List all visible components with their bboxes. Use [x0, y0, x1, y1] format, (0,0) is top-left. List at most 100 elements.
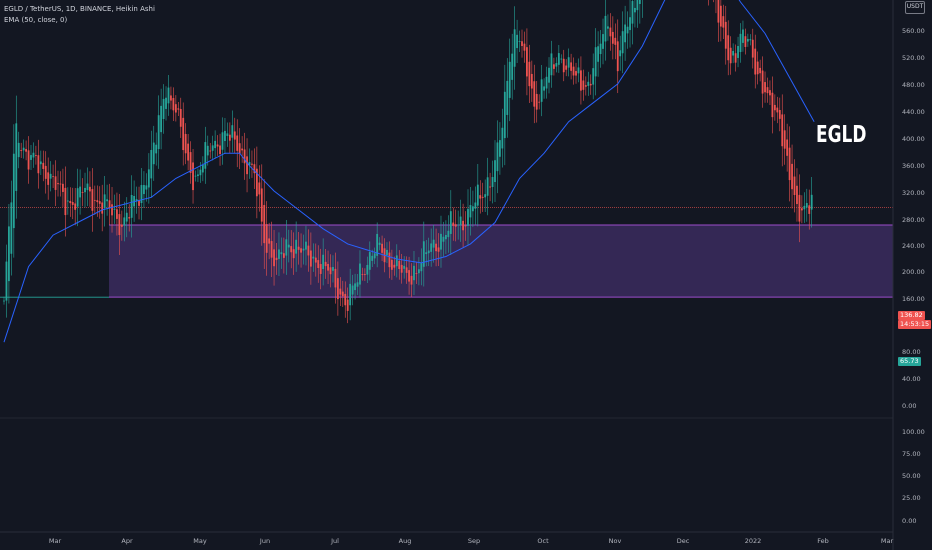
candle-body — [238, 143, 241, 154]
candle-body — [474, 202, 477, 209]
candle-body — [275, 257, 278, 261]
candle-body — [255, 168, 258, 197]
candles-layer — [3, 0, 813, 324]
candle-body — [417, 269, 420, 274]
candle-body — [216, 144, 219, 147]
support-zone[interactable] — [109, 225, 893, 298]
candle-body — [305, 241, 307, 250]
candle-body — [179, 108, 182, 127]
candle-body — [74, 203, 77, 210]
candle-body — [35, 155, 37, 156]
candle-body — [52, 176, 54, 178]
countdown-tag: 14:53:15 — [898, 320, 932, 329]
candle-body — [194, 175, 197, 177]
candle-body — [634, 7, 636, 13]
candle-body — [86, 183, 89, 191]
candle-body — [287, 244, 290, 248]
candle-body — [214, 140, 217, 149]
candle-body — [555, 63, 558, 67]
time-tick-label: Dec — [677, 537, 690, 545]
candle-body — [165, 97, 167, 109]
price-tick-label: 400.00 — [902, 135, 925, 143]
candle-body — [314, 257, 317, 263]
candle-body — [366, 264, 369, 275]
indicator-title[interactable]: EMA (50, close, 0) — [4, 16, 68, 24]
candle-body — [182, 117, 185, 151]
candle-body — [425, 252, 428, 255]
candle-body — [150, 149, 153, 179]
symbol-title[interactable]: EGLD / TetherUS, 1D, BINANCE, Heikin Ash… — [4, 5, 155, 13]
candle-body — [322, 254, 325, 270]
candle-body — [761, 70, 764, 94]
candle-body — [368, 252, 371, 270]
time-tick-label: May — [193, 537, 207, 545]
candle-body — [476, 184, 479, 206]
candle-body — [560, 58, 563, 60]
candle-body — [727, 35, 730, 61]
candle-body — [457, 224, 460, 226]
candle-body — [30, 155, 32, 160]
candle-body — [567, 57, 570, 68]
candle-body — [629, 17, 631, 31]
candle-body — [297, 246, 300, 250]
candle-body — [260, 188, 263, 222]
candle-body — [422, 241, 425, 267]
candle-body — [361, 274, 364, 275]
candle-body — [270, 241, 273, 258]
candle-body — [611, 31, 614, 44]
candle-body — [508, 61, 511, 98]
candle-body — [636, 0, 639, 11]
candle-body — [155, 144, 158, 154]
candle-body — [481, 196, 484, 198]
candle-body — [344, 293, 347, 306]
candle-body — [20, 150, 23, 151]
time-tick-label: Jun — [259, 537, 270, 545]
candle-body — [300, 248, 302, 253]
candle-body — [130, 194, 133, 218]
candle-body — [135, 199, 138, 202]
candle-body — [427, 250, 430, 254]
candle-body — [147, 169, 150, 188]
time-tick-label: Feb — [817, 537, 829, 545]
candle-body — [754, 48, 757, 75]
candle-body — [373, 253, 376, 259]
time-tick-label: Oct — [537, 537, 549, 545]
candle-body — [128, 217, 131, 219]
candle-body — [597, 46, 600, 62]
candle-body — [786, 139, 789, 156]
candle-body — [317, 260, 320, 268]
candle-body — [145, 185, 148, 190]
ema-line[interactable] — [3, 0, 815, 343]
candle-body — [71, 202, 74, 205]
time-tick-label: Mar — [881, 537, 894, 545]
candle-body — [732, 50, 735, 56]
candle-body — [442, 236, 445, 242]
candle-body — [486, 177, 489, 196]
candle-body — [771, 92, 774, 118]
candle-body — [621, 31, 624, 54]
candle-body — [609, 27, 612, 37]
candle-body — [329, 267, 332, 275]
candle-body — [44, 165, 47, 179]
candle-body — [204, 142, 207, 169]
candle-body — [312, 256, 315, 259]
candle-body — [494, 160, 496, 183]
candle-body — [307, 245, 310, 256]
currency-badge[interactable]: USDT — [905, 1, 925, 14]
last-price-tag: 136.82 — [898, 311, 925, 320]
candle-body — [231, 125, 234, 138]
candle-body — [499, 140, 501, 157]
candle-body — [577, 67, 580, 74]
ema-layer — [3, 0, 815, 343]
candle-body — [798, 194, 801, 222]
candle-body — [309, 250, 312, 267]
price-tick-label: 480.00 — [902, 81, 925, 89]
candle-body — [292, 249, 295, 259]
candle-body — [363, 274, 366, 276]
candle-body — [540, 79, 543, 102]
candle-body — [258, 182, 261, 195]
candle-body — [582, 80, 585, 90]
candle-body — [462, 220, 464, 231]
candle-body — [435, 243, 437, 252]
